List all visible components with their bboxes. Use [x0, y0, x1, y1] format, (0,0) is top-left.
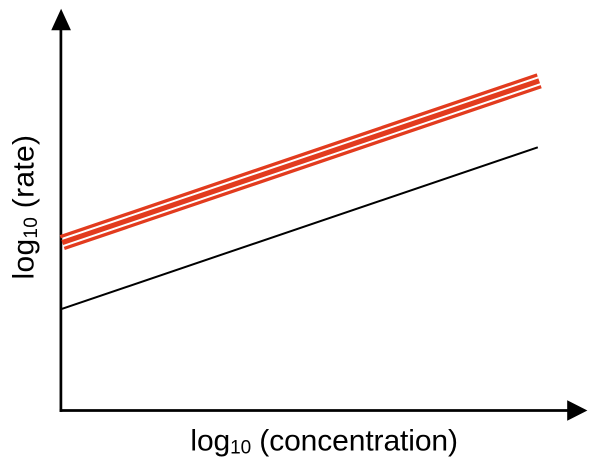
- svg-text:log10 (rate): log10 (rate): [8, 135, 42, 280]
